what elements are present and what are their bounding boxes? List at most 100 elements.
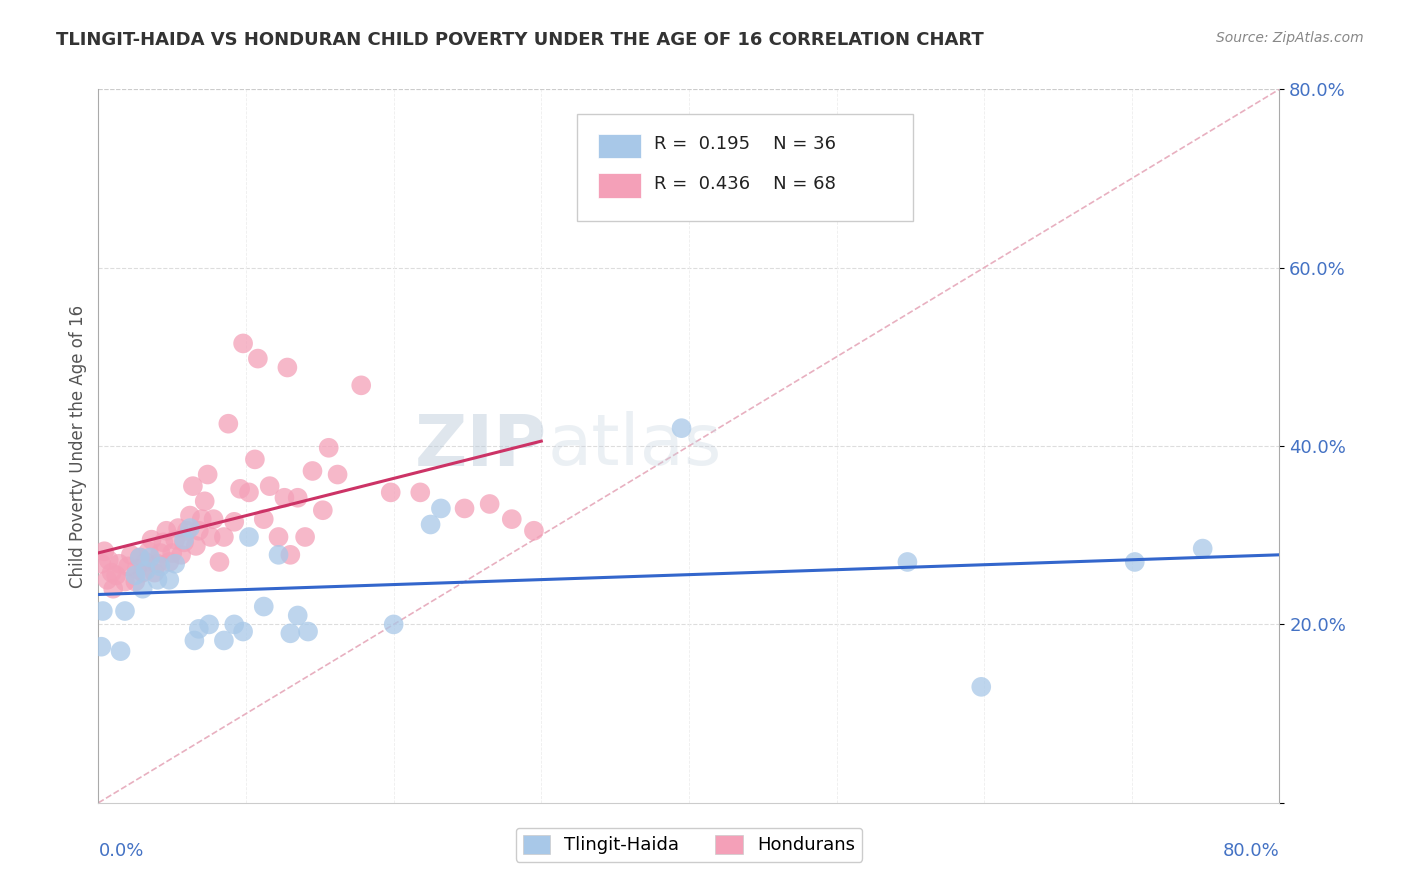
Point	[1123, 555, 1146, 569]
Point	[197, 467, 219, 482]
Point	[238, 485, 260, 500]
Point	[179, 521, 201, 535]
Point	[155, 524, 177, 538]
Point	[128, 550, 150, 565]
Point	[187, 524, 209, 538]
Point	[212, 530, 235, 544]
Point	[170, 548, 193, 562]
Point	[287, 608, 309, 623]
Point	[202, 512, 225, 526]
Point	[117, 559, 139, 574]
Point	[181, 479, 204, 493]
Point	[232, 624, 254, 639]
Point	[243, 452, 266, 467]
Point	[110, 644, 132, 658]
Point	[157, 573, 180, 587]
Point	[229, 482, 252, 496]
Point	[135, 564, 157, 578]
Point	[173, 533, 195, 547]
Point	[896, 555, 918, 569]
Point	[301, 464, 323, 478]
Text: atlas: atlas	[547, 411, 721, 481]
FancyBboxPatch shape	[576, 114, 914, 221]
Point	[501, 512, 523, 526]
Point	[146, 557, 169, 571]
Point	[212, 633, 235, 648]
Point	[100, 566, 122, 580]
Point	[253, 599, 276, 614]
Point	[453, 501, 475, 516]
Point	[143, 566, 166, 580]
Point	[200, 530, 222, 544]
Point	[671, 421, 693, 435]
Point	[90, 640, 112, 654]
Point	[125, 562, 148, 576]
Point	[312, 503, 335, 517]
Point	[217, 417, 239, 431]
Y-axis label: Child Poverty Under the Age of 16: Child Poverty Under the Age of 16	[69, 304, 87, 588]
Point	[139, 550, 162, 565]
Point	[149, 559, 172, 574]
Point	[267, 530, 290, 544]
Point	[128, 550, 150, 565]
Point	[146, 573, 169, 587]
Point	[96, 573, 118, 587]
Point	[105, 568, 128, 582]
Point	[224, 515, 246, 529]
Text: R =  0.436    N = 68: R = 0.436 N = 68	[654, 175, 835, 193]
Point	[165, 557, 187, 571]
Point	[294, 530, 316, 544]
Point	[179, 508, 201, 523]
Point	[259, 479, 281, 493]
Point	[278, 626, 302, 640]
Point	[176, 524, 198, 538]
Point	[124, 574, 146, 589]
Point	[173, 535, 195, 549]
Point	[1191, 541, 1213, 556]
Point	[253, 512, 276, 526]
Point	[103, 582, 125, 596]
Point	[191, 512, 214, 526]
Point	[318, 441, 340, 455]
Point	[114, 574, 136, 589]
Point	[246, 351, 269, 366]
Point	[167, 521, 190, 535]
Point	[162, 546, 183, 560]
Point	[184, 539, 207, 553]
Point	[419, 517, 441, 532]
Point	[132, 566, 155, 580]
Point	[157, 555, 180, 569]
Point	[124, 568, 146, 582]
Point	[380, 485, 402, 500]
Point	[114, 604, 136, 618]
Point	[232, 336, 254, 351]
Point	[382, 617, 405, 632]
Point	[523, 524, 546, 538]
Point	[276, 360, 298, 375]
Point	[141, 533, 163, 547]
Point	[97, 553, 120, 567]
Point	[165, 533, 187, 547]
Point	[187, 622, 209, 636]
Point	[120, 548, 142, 562]
Point	[238, 530, 260, 544]
Legend: Tlingit-Haida, Hondurans: Tlingit-Haida, Hondurans	[516, 828, 862, 862]
FancyBboxPatch shape	[598, 173, 641, 198]
Text: Source: ZipAtlas.com: Source: ZipAtlas.com	[1216, 31, 1364, 45]
Text: R =  0.195    N = 36: R = 0.195 N = 36	[654, 136, 835, 153]
Text: TLINGIT-HAIDA VS HONDURAN CHILD POVERTY UNDER THE AGE OF 16 CORRELATION CHART: TLINGIT-HAIDA VS HONDURAN CHILD POVERTY …	[56, 31, 984, 49]
Point	[287, 491, 309, 505]
Point	[430, 501, 453, 516]
Point	[297, 624, 319, 639]
Text: ZIP: ZIP	[415, 411, 547, 481]
Point	[108, 557, 131, 571]
Point	[278, 548, 302, 562]
Point	[326, 467, 349, 482]
Point	[273, 491, 295, 505]
Point	[409, 485, 432, 500]
Point	[149, 546, 172, 560]
Point	[138, 544, 160, 558]
Point	[267, 548, 290, 562]
Point	[478, 497, 501, 511]
Point	[135, 555, 157, 569]
